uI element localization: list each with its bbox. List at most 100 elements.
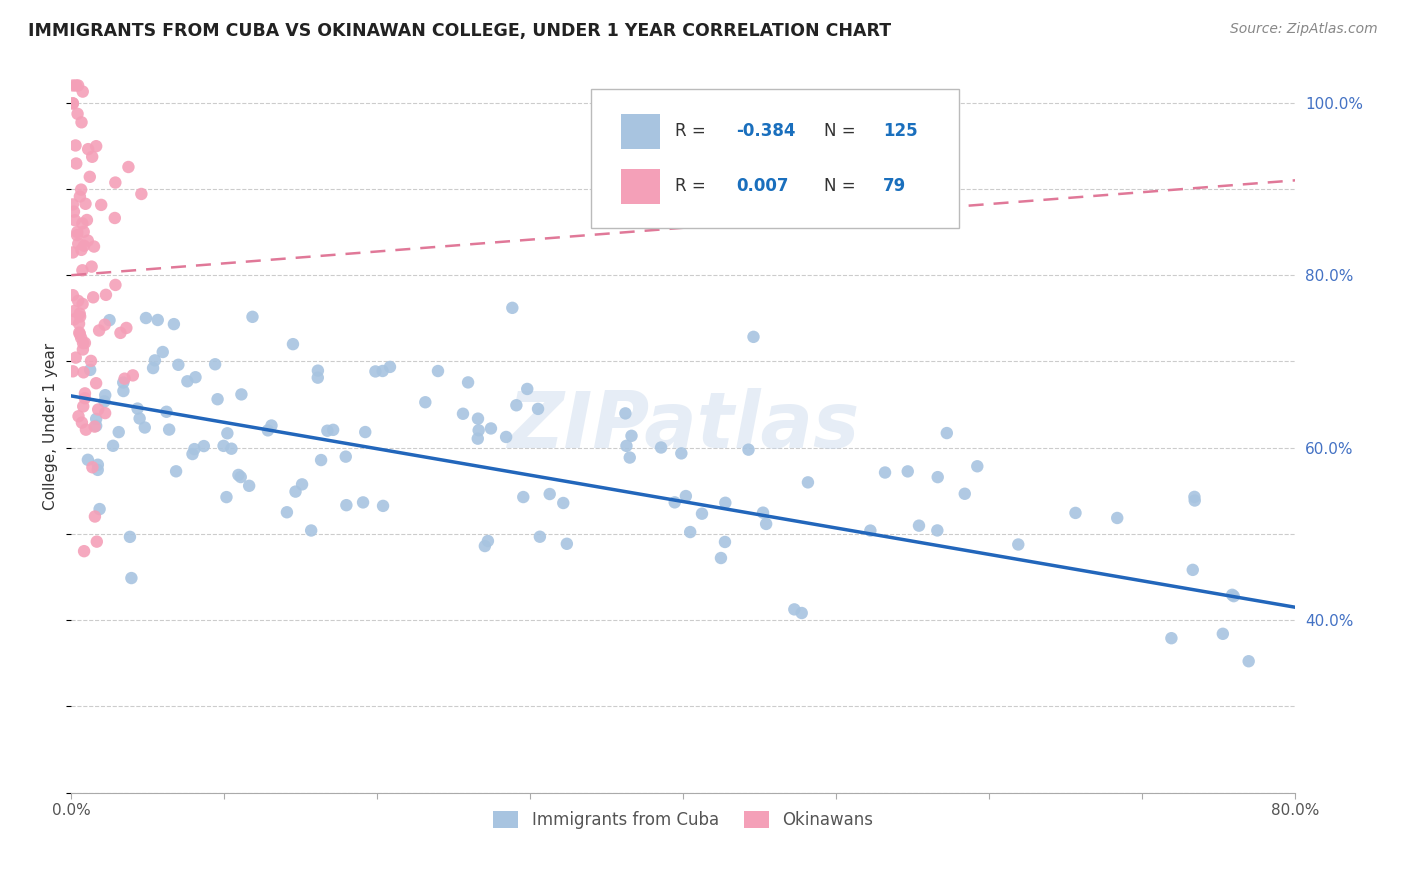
Point (76, 234, 98, 248)
Point (83, 239, 105, 253)
Point (70, 331, 93, 345)
Point (89, 502, 111, 516)
Point (1184, 493, 1206, 508)
Point (752, 506, 775, 520)
Point (73, 391, 96, 405)
Point (212, 439, 235, 453)
Point (107, 425, 129, 439)
Point (72, 365, 94, 379)
Point (783, 602, 806, 616)
Point (82, 290, 104, 304)
Point (90, 198, 112, 212)
Point (94, 288, 117, 302)
Text: R =: R = (675, 122, 710, 140)
Point (69, 326, 91, 341)
Point (75, 423, 97, 437)
Point (75, 196, 97, 211)
Point (72, 400, 94, 414)
Point (73, 238, 96, 252)
Bar (621, 169, 659, 204)
Point (176, 374, 198, 388)
Point (935, 425, 957, 440)
Point (63, 213, 86, 227)
Point (467, 432, 489, 446)
Point (378, 359, 401, 374)
Point (457, 376, 479, 390)
Point (276, 505, 298, 519)
Point (70, 183, 93, 197)
Point (66, 228, 89, 243)
Point (664, 495, 686, 509)
Point (260, 418, 283, 433)
Point (1064, 506, 1087, 520)
Point (238, 479, 260, 493)
Point (527, 401, 550, 416)
Point (163, 317, 186, 331)
Point (128, 411, 150, 425)
Point (72, 85, 94, 99)
Point (204, 357, 226, 371)
Point (84, 376, 107, 391)
Point (62, 288, 84, 302)
Point (316, 424, 339, 438)
Y-axis label: College, Under 1 year: College, Under 1 year (44, 343, 58, 509)
Point (63, 312, 86, 326)
Point (679, 524, 702, 539)
Point (371, 499, 394, 513)
Point (737, 442, 759, 457)
Point (710, 551, 733, 566)
Point (134, 420, 156, 434)
Point (82, 150, 104, 164)
Point (873, 466, 896, 480)
Point (790, 606, 813, 620)
Text: -0.384: -0.384 (735, 122, 796, 140)
Point (94, 406, 117, 420)
Point (127, 401, 149, 416)
Point (516, 382, 538, 396)
Point (215, 490, 238, 504)
Point (335, 450, 357, 464)
Point (335, 498, 357, 512)
Point (650, 441, 672, 455)
Point (62, 364, 84, 378)
Point (371, 364, 394, 378)
Text: N =: N = (824, 177, 860, 195)
Point (80, 354, 103, 368)
Point (501, 301, 523, 315)
Point (73, 335, 96, 350)
Point (69, 307, 91, 321)
Point (217, 426, 239, 441)
Point (114, 372, 136, 386)
Point (152, 345, 174, 359)
Point (477, 533, 499, 548)
Point (307, 370, 329, 384)
Point (309, 453, 332, 467)
Point (352, 495, 374, 509)
Point (104, 211, 127, 225)
Point (101, 439, 124, 453)
Point (112, 384, 135, 398)
Point (1160, 631, 1182, 645)
Point (1237, 654, 1260, 668)
Point (1222, 589, 1244, 603)
Point (299, 524, 322, 538)
Point (84, 412, 107, 426)
Point (512, 490, 534, 504)
Point (72, 336, 94, 351)
Point (77, 142, 100, 156)
Text: Source: ZipAtlas.com: Source: ZipAtlas.com (1230, 22, 1378, 37)
Point (467, 423, 489, 437)
Point (131, 186, 153, 201)
Point (76, 213, 98, 227)
Point (84, 139, 107, 153)
Text: 79: 79 (883, 177, 905, 195)
Point (62, 245, 84, 260)
Point (242, 310, 264, 324)
Point (70, 243, 93, 257)
Point (79, 363, 101, 377)
Point (65, 351, 87, 365)
Point (67, 317, 90, 331)
Point (927, 470, 949, 484)
Point (117, 160, 139, 174)
Point (146, 313, 169, 327)
